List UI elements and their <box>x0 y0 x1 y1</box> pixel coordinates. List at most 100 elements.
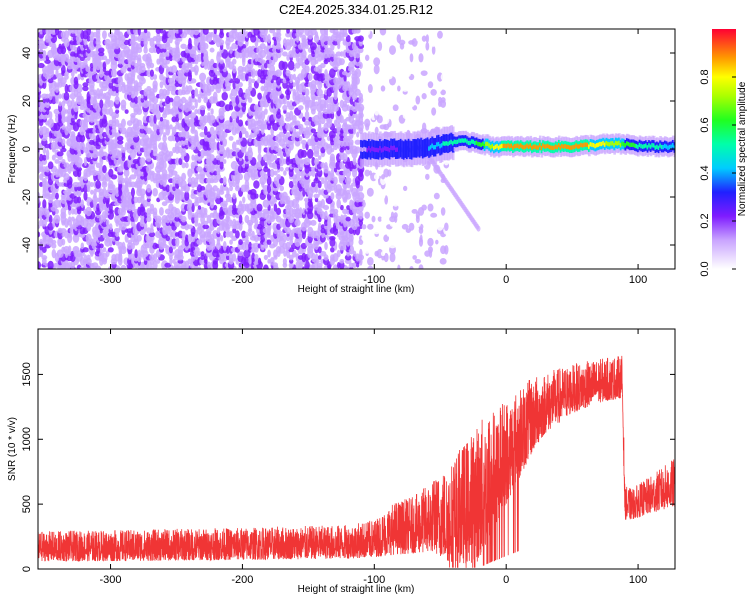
spectrogram-cell <box>75 214 83 224</box>
spectrogram-cell <box>366 187 374 197</box>
spectrogram-cell <box>383 252 389 263</box>
spectrogram-cell <box>251 78 256 84</box>
spectrogram-cell <box>324 29 329 36</box>
spectrogram-cell <box>187 176 193 185</box>
spectrogram-cell <box>102 30 107 40</box>
spectrogram-cell <box>133 234 139 243</box>
spectrogram-cell <box>444 244 449 255</box>
spectrogram-cell <box>343 119 348 128</box>
spectrogram-cell <box>373 226 381 235</box>
spectrogram-cell <box>389 215 396 223</box>
spectrogram-cell <box>431 107 437 116</box>
spectrogram-cell <box>383 102 389 113</box>
spectrogram-cell <box>421 93 427 100</box>
spectrogram-cell <box>364 118 371 128</box>
spectrogram-cell <box>253 29 260 36</box>
spectrogram-x-tick-label: -200 <box>231 274 253 286</box>
spectrogram-cell <box>191 105 196 111</box>
spectrogram-cell <box>41 246 47 253</box>
spectrogram-cell <box>427 81 434 89</box>
spectrogram-cell <box>389 252 396 263</box>
spectrogram-cell <box>152 207 158 216</box>
spectrogram-cell <box>175 116 180 122</box>
snr-y-tick-label: 0 <box>21 566 33 572</box>
spectrogram-cell <box>213 170 218 176</box>
spectrogram-cell <box>418 53 424 63</box>
spectrogram-cell <box>418 116 424 123</box>
spectrogram-cell <box>316 262 323 268</box>
spectrogram-cell <box>279 166 284 172</box>
spectrogram-cell <box>291 249 297 258</box>
spectrogram-cell <box>430 212 438 218</box>
spectrogram-cell <box>430 225 437 236</box>
spectrogram-cell <box>282 257 287 265</box>
spectrogram-cell <box>354 68 362 78</box>
spectrogram-cell <box>270 234 275 242</box>
spectrogram-cell <box>38 231 41 238</box>
spectrogram-cell <box>156 153 161 162</box>
spectrogram-cell <box>85 233 92 244</box>
spectrogram-cell <box>307 242 313 250</box>
spectrogram-cell <box>127 239 133 245</box>
spectrogram-cell <box>275 69 282 77</box>
spectrogram-cell <box>440 207 446 216</box>
spectrogram-cell <box>114 29 120 36</box>
spectrogram-cell <box>219 197 224 203</box>
spectrogram-cell <box>425 173 430 180</box>
spectrogram-cell <box>440 97 446 103</box>
spectrogram-cell <box>216 141 221 151</box>
snr-x-axis-label: Height of straight line (km) <box>298 584 415 595</box>
spectrogram-cell <box>266 239 272 245</box>
spectrogram-cell <box>285 122 291 131</box>
spectrogram-cell <box>188 37 192 48</box>
spectrogram-cell <box>60 228 67 234</box>
spectrogram-cell <box>86 254 91 261</box>
spectrogram-cell <box>303 157 311 166</box>
spectrogram-cell <box>146 85 152 92</box>
spectrogram-cell <box>168 29 174 36</box>
spectrogram-cell <box>120 99 127 109</box>
spectrogram-cell <box>114 235 120 242</box>
spectrogram-y-tick-label: 0 <box>21 146 33 152</box>
spectrogram-cell <box>273 203 278 212</box>
spectrogram-cell <box>136 234 142 242</box>
spectrogram-cell <box>406 197 411 203</box>
spectrogram-cell <box>58 93 62 99</box>
snr-y-tick-label: 500 <box>21 495 33 513</box>
spectrogram-cell <box>310 29 317 36</box>
spectrogram-cell <box>199 131 206 138</box>
spectrogram-cell <box>396 77 402 85</box>
spectrogram-cell <box>85 257 92 265</box>
spectrogram-y-tick-label: -40 <box>21 237 33 253</box>
spectrogram-cell <box>127 242 133 250</box>
spectrogram-cell <box>202 29 209 35</box>
spectrogram-cell <box>285 131 291 138</box>
spectrogram-cell <box>219 177 224 184</box>
spectrogram-cell <box>168 203 174 212</box>
spectrogram-cell <box>428 246 433 254</box>
spectrogram-cell <box>367 84 373 94</box>
spectrogram-cell <box>273 154 278 161</box>
spectrogram-cell <box>66 220 73 226</box>
spectrogram-cell <box>197 266 202 269</box>
spectrogram-cell <box>425 112 430 119</box>
spectrogram-cell <box>218 100 225 108</box>
spectrogram-cell <box>399 253 405 262</box>
spectrogram-cell <box>162 134 167 143</box>
spectrogram-cell <box>299 135 303 141</box>
spectrogram-cell <box>42 199 47 209</box>
spectrogram-cell <box>325 143 333 149</box>
spectrogram-cell <box>196 166 203 173</box>
spectrogram-cell <box>358 239 364 245</box>
spectrogram-cell <box>273 177 278 185</box>
spectrogram-cell <box>51 249 57 259</box>
spectrogram-cell <box>168 246 174 254</box>
colorbar-tick-label: 0.6 <box>699 117 711 132</box>
colorbar-tick-label: 0.4 <box>699 165 711 180</box>
spectrogram-y-tick-label: 40 <box>21 47 33 59</box>
spectrogram-cell <box>174 157 180 166</box>
spectrogram-cell <box>433 192 440 200</box>
spectrogram-cell <box>377 41 383 52</box>
spectrogram-cell <box>199 185 206 191</box>
spectrogram-cell <box>433 202 441 213</box>
